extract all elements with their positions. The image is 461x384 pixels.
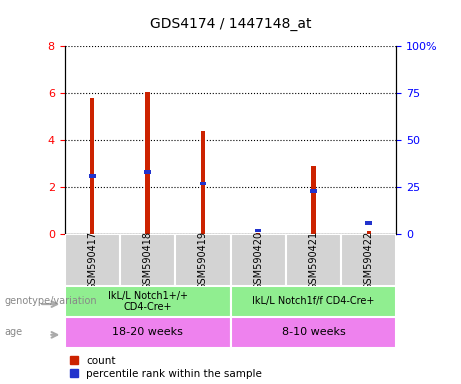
Bar — [230, 286, 396, 317]
Text: 18-20 weeks: 18-20 weeks — [112, 327, 183, 337]
Bar — [65, 286, 230, 317]
Bar — [286, 234, 341, 286]
Text: GSM590422: GSM590422 — [364, 230, 374, 290]
Bar — [366, 221, 372, 225]
Text: GSM590418: GSM590418 — [142, 231, 153, 290]
Bar — [145, 92, 150, 234]
Text: 8-10 weeks: 8-10 weeks — [282, 327, 345, 337]
Text: age: age — [5, 327, 23, 337]
Text: GSM590421: GSM590421 — [308, 231, 319, 290]
Bar — [65, 317, 230, 348]
Text: GSM590420: GSM590420 — [253, 231, 263, 290]
Bar — [201, 131, 205, 234]
Bar — [120, 234, 175, 286]
Bar — [89, 174, 95, 178]
Text: GDS4174 / 1447148_at: GDS4174 / 1447148_at — [150, 17, 311, 31]
Bar — [175, 234, 230, 286]
Bar — [341, 234, 396, 286]
Bar — [90, 98, 95, 234]
Bar — [65, 234, 120, 286]
Bar — [311, 166, 316, 234]
Bar — [200, 182, 206, 185]
Text: IkL/L Notch1+/+
CD4-Cre+: IkL/L Notch1+/+ CD4-Cre+ — [107, 291, 188, 312]
Bar — [256, 233, 260, 234]
Bar — [230, 317, 396, 348]
Bar — [144, 170, 151, 174]
Text: genotype/variation: genotype/variation — [5, 296, 97, 306]
Bar — [310, 189, 317, 193]
Bar — [230, 234, 286, 286]
Bar — [255, 229, 261, 232]
Text: IkL/L Notch1f/f CD4-Cre+: IkL/L Notch1f/f CD4-Cre+ — [252, 296, 375, 306]
Text: GSM590419: GSM590419 — [198, 231, 208, 290]
Text: GSM590417: GSM590417 — [87, 231, 97, 290]
Bar — [366, 231, 371, 234]
Legend: count, percentile rank within the sample: count, percentile rank within the sample — [70, 356, 262, 379]
